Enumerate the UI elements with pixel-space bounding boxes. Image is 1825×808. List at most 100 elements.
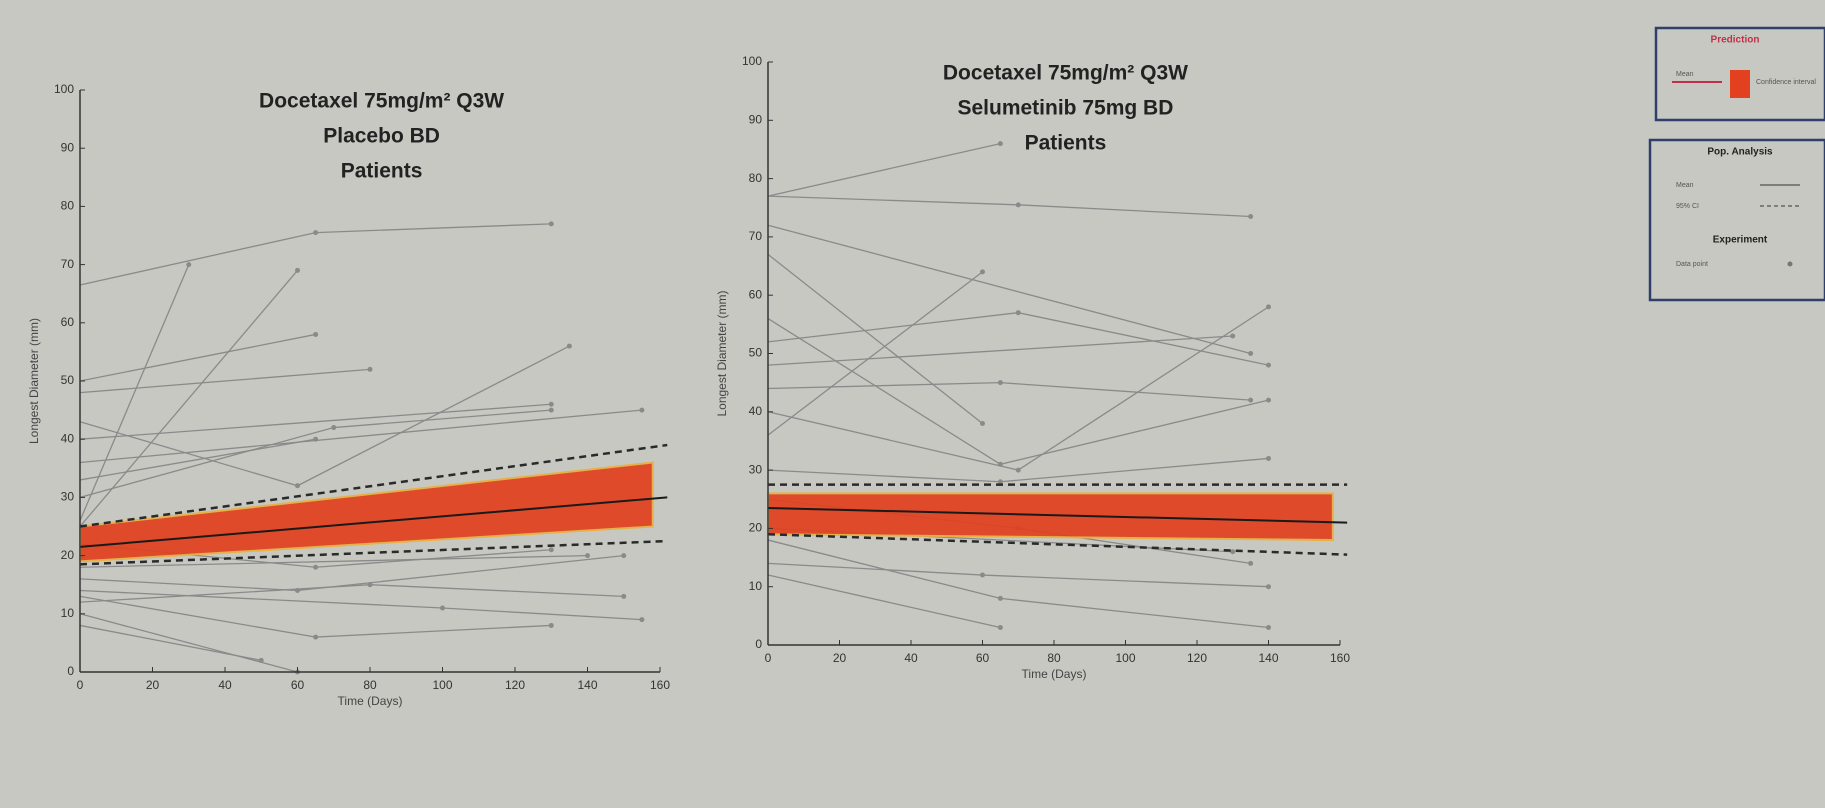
x-tick-label: 40: [218, 678, 232, 692]
x-tick-label: 80: [363, 678, 377, 692]
y-tick-label: 0: [755, 637, 762, 651]
data-point: [639, 617, 644, 622]
data-point: [313, 635, 318, 640]
data-point: [186, 262, 191, 267]
data-point: [1248, 561, 1253, 566]
data-point: [1266, 304, 1271, 309]
data-point: [549, 623, 554, 628]
data-point: [1266, 363, 1271, 368]
x-tick-label: 160: [1330, 651, 1350, 665]
chart-title: Patients: [341, 160, 423, 183]
x-tick-label: 120: [505, 678, 525, 692]
x-tick-label: 0: [765, 651, 772, 665]
y-tick-label: 100: [54, 82, 74, 96]
y-tick-label: 50: [61, 373, 75, 387]
y-tick-label: 20: [61, 548, 75, 562]
y-tick-label: 80: [61, 199, 75, 213]
data-point: [295, 483, 300, 488]
x-tick-label: 100: [432, 678, 452, 692]
data-point: [259, 658, 264, 663]
x-tick-label: 160: [650, 678, 670, 692]
y-tick-label: 10: [61, 606, 75, 620]
y-tick-label: 80: [749, 171, 763, 185]
data-point: [1016, 202, 1021, 207]
legend-swatch: [1788, 262, 1793, 267]
data-point: [639, 408, 644, 413]
data-point: [621, 553, 626, 558]
x-tick-label: 80: [1047, 651, 1061, 665]
data-point: [313, 332, 318, 337]
chart-title: Selumetinib 75mg BD: [957, 97, 1173, 120]
x-tick-label: 60: [976, 651, 990, 665]
data-point: [549, 221, 554, 226]
data-point: [1248, 398, 1253, 403]
y-tick-label: 100: [742, 54, 762, 68]
data-point: [980, 269, 985, 274]
y-tick-label: 20: [749, 521, 763, 535]
x-tick-label: 20: [146, 678, 160, 692]
chart-title: Docetaxel 75mg/m² Q3W: [259, 90, 504, 113]
poster: Prediction Mean Confidence interval Pop.…: [0, 0, 1825, 808]
data-point: [980, 573, 985, 578]
data-point: [1266, 456, 1271, 461]
y-tick-label: 70: [749, 229, 763, 243]
y-tick-label: 30: [749, 462, 763, 476]
x-tick-label: 60: [291, 678, 305, 692]
x-tick-label: 120: [1187, 651, 1207, 665]
x-tick-label: 40: [904, 651, 918, 665]
legend-item: Mean: [1676, 182, 1694, 189]
legend-item: Mean: [1676, 71, 1694, 78]
data-point: [585, 553, 590, 558]
data-point: [313, 230, 318, 235]
data-point: [1230, 549, 1235, 554]
legend-heading: Pop. Analysis: [1707, 147, 1773, 158]
y-tick-label: 90: [61, 140, 75, 154]
data-point: [295, 268, 300, 273]
data-point: [998, 141, 1003, 146]
chart-title: Patients: [1025, 132, 1107, 155]
data-point: [549, 547, 554, 552]
data-point: [549, 402, 554, 407]
y-tick-label: 50: [749, 346, 763, 360]
data-point: [998, 596, 1003, 601]
legend-heading: Experiment: [1713, 235, 1768, 246]
x-axis-label: Time (Days): [1022, 667, 1087, 681]
legend-heading: Prediction: [1711, 35, 1760, 46]
x-axis-label: Time (Days): [338, 694, 403, 708]
data-point: [567, 344, 572, 349]
x-tick-label: 100: [1115, 651, 1135, 665]
y-axis-label: Longest Diameter (mm): [27, 318, 41, 444]
data-point: [621, 594, 626, 599]
y-tick-label: 0: [67, 664, 74, 678]
x-tick-label: 0: [77, 678, 84, 692]
data-point: [1266, 398, 1271, 403]
data-point: [1248, 351, 1253, 356]
y-tick-label: 60: [749, 287, 763, 301]
data-point: [368, 367, 373, 372]
y-tick-label: 30: [61, 490, 75, 504]
background: [0, 0, 1825, 808]
data-point: [1248, 214, 1253, 219]
data-point: [1266, 584, 1271, 589]
x-tick-label: 140: [1258, 651, 1278, 665]
data-point: [331, 425, 336, 430]
data-point: [998, 625, 1003, 630]
chart-title: Placebo BD: [323, 125, 440, 148]
data-point: [368, 582, 373, 587]
data-point: [998, 380, 1003, 385]
y-tick-label: 40: [61, 431, 75, 445]
data-point: [1266, 625, 1271, 630]
y-tick-label: 10: [749, 579, 763, 593]
data-point: [1016, 310, 1021, 315]
legend-item: Data point: [1676, 261, 1708, 268]
y-tick-label: 70: [61, 257, 75, 271]
y-tick-label: 90: [749, 112, 763, 126]
data-point: [313, 565, 318, 570]
data-point: [440, 605, 445, 610]
x-tick-label: 140: [577, 678, 597, 692]
y-tick-label: 60: [61, 315, 75, 329]
y-tick-label: 40: [749, 404, 763, 418]
data-point: [549, 408, 554, 413]
y-axis-label: Longest Diameter (mm): [715, 290, 729, 416]
legend-item: 95% CI: [1676, 203, 1699, 210]
